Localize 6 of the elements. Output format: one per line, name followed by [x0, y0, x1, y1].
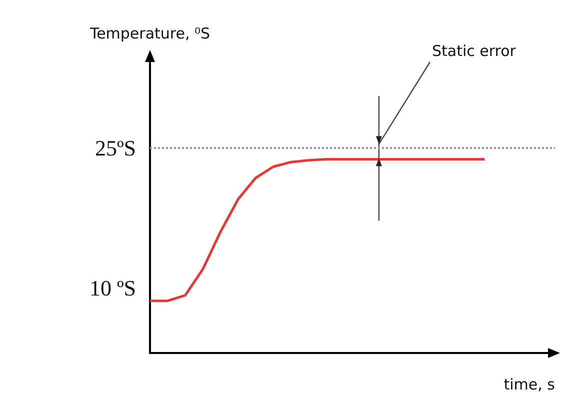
x-axis-title: time, s [504, 376, 556, 394]
y-tick-label: 25ºS [94, 136, 136, 161]
y-tick-label: 10 ºS [89, 275, 136, 300]
annotation: Static error [432, 42, 516, 60]
y-axis-title: Temperature, ⁰S [88, 24, 210, 42]
line-series [148, 158, 486, 302]
